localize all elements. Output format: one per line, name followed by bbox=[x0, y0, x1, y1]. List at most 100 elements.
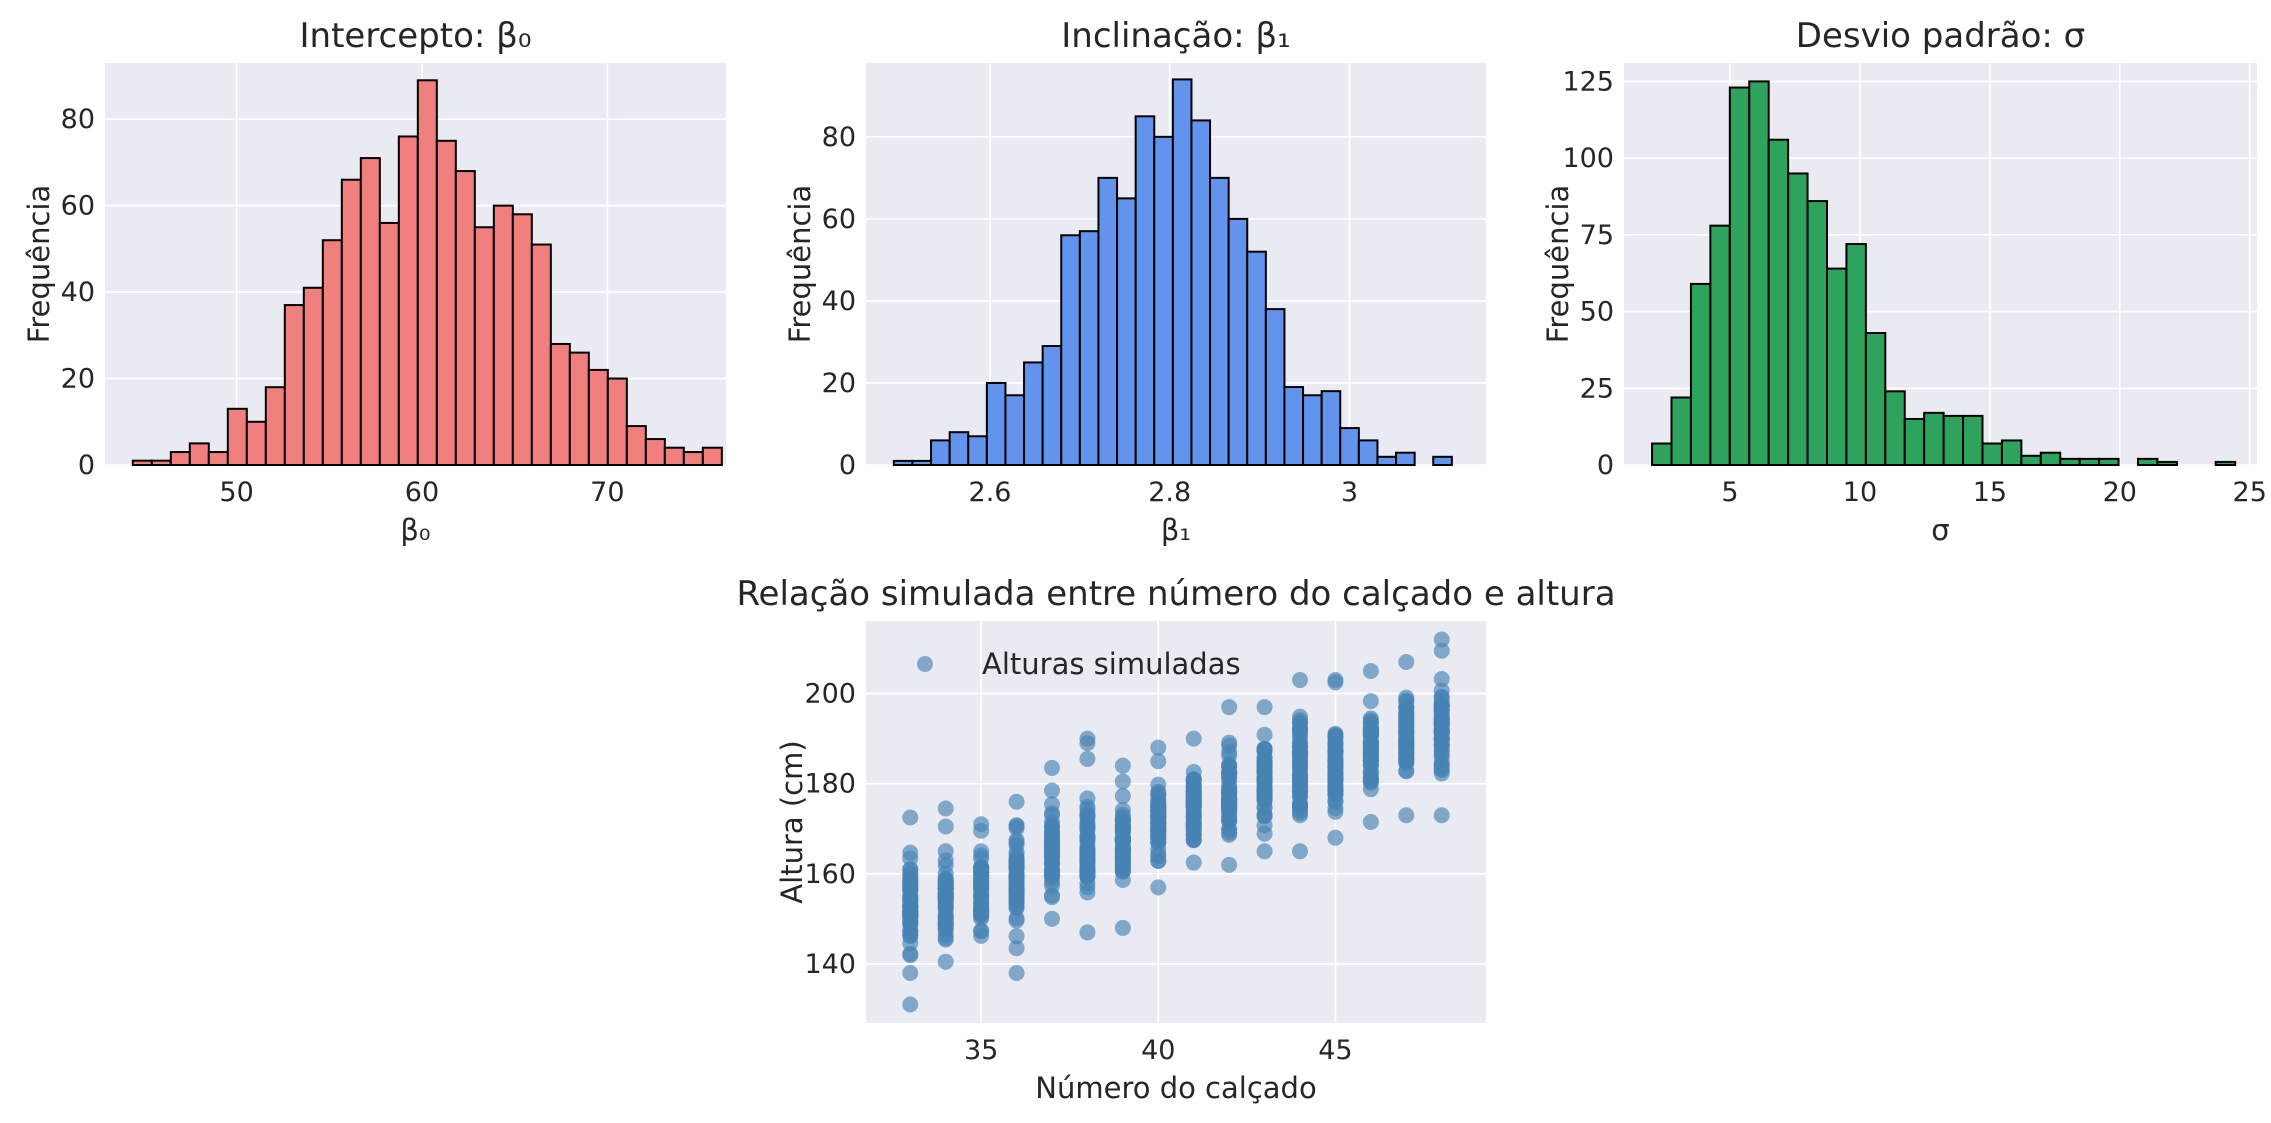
histogram-bar bbox=[1825, 267, 1848, 466]
x-tick-label: 20 bbox=[2103, 477, 2137, 508]
histogram-bar bbox=[1748, 80, 1770, 467]
scatter-point bbox=[1114, 773, 1131, 790]
scatter-point bbox=[1398, 748, 1415, 765]
scatter-point bbox=[973, 872, 990, 889]
plot-background bbox=[866, 621, 1486, 1023]
scatter-point bbox=[1256, 771, 1273, 788]
scatter-point bbox=[1398, 763, 1415, 780]
histogram-bar bbox=[985, 381, 1007, 467]
x-tick-label: 2.8 bbox=[1148, 477, 1191, 508]
scatter-point bbox=[902, 881, 919, 898]
histogram-bar bbox=[2000, 439, 2023, 466]
scatter-point bbox=[1150, 840, 1167, 857]
histogram-bar bbox=[435, 139, 457, 466]
x-tick-label: 45 bbox=[1318, 1035, 1352, 1066]
scatter-point bbox=[1044, 796, 1060, 813]
chart-title: Inclinação: β₁ bbox=[1061, 16, 1290, 56]
scatter-point bbox=[1008, 891, 1025, 908]
scatter-point bbox=[1008, 869, 1025, 886]
histogram-bar bbox=[1283, 386, 1305, 466]
y-axis-label: Frequência bbox=[1541, 185, 1575, 343]
chart-3: 5 10 15 20 25 0 25 50 75 100 125 Desvio padrão: σ σ F… bbox=[1541, 16, 2267, 547]
scatter-point bbox=[1362, 663, 1379, 680]
histogram-bar bbox=[1981, 442, 2003, 466]
y-tick-label: 60 bbox=[822, 204, 856, 235]
histogram-bar bbox=[1962, 414, 1984, 466]
x-tick-label: 3 bbox=[1341, 477, 1358, 508]
histogram-bar bbox=[1264, 308, 1286, 466]
scatter-point bbox=[937, 926, 954, 943]
x-axis-label: σ bbox=[1931, 513, 1949, 547]
scatter-point bbox=[1292, 744, 1308, 761]
scatter-point bbox=[1079, 730, 1096, 747]
x-tick-label: 10 bbox=[1843, 477, 1877, 508]
histogram-bar bbox=[397, 135, 419, 467]
scatter-point bbox=[902, 908, 919, 925]
x-tick-label: 60 bbox=[405, 477, 439, 508]
y-tick-label: 140 bbox=[804, 949, 856, 980]
histogram-bar bbox=[226, 407, 248, 467]
x-tick-label: 70 bbox=[590, 477, 624, 508]
histogram-bar bbox=[1320, 390, 1342, 466]
histogram-bar bbox=[663, 446, 685, 467]
scatter-point bbox=[1433, 702, 1450, 719]
scatter-point bbox=[902, 964, 919, 981]
histogram-bar bbox=[1339, 427, 1360, 466]
histogram-bar bbox=[1190, 119, 1212, 467]
histogram-bar bbox=[2098, 457, 2120, 467]
histogram-bar bbox=[245, 420, 267, 467]
histogram-bar bbox=[511, 213, 533, 466]
y-tick-label: 20 bbox=[822, 368, 856, 399]
scatter-point bbox=[1221, 813, 1238, 830]
scatter-point bbox=[1221, 782, 1238, 799]
histogram-bar bbox=[1864, 332, 1887, 466]
y-tick-label: 40 bbox=[61, 277, 95, 308]
scatter-point bbox=[902, 809, 919, 826]
scatter-point bbox=[1185, 780, 1202, 797]
x-tick-label: 5 bbox=[1721, 477, 1738, 508]
histogram-bar bbox=[1302, 394, 1323, 467]
histogram-bar bbox=[2214, 460, 2237, 467]
scatter-point bbox=[1256, 843, 1273, 860]
x-axis-label: Número do calçado bbox=[1035, 1071, 1316, 1105]
scatter-point bbox=[937, 800, 954, 817]
histogram-bar bbox=[1670, 396, 1692, 467]
histogram-bar bbox=[188, 442, 210, 466]
scatter-point bbox=[1221, 699, 1238, 716]
scatter-point bbox=[1398, 654, 1415, 671]
scatter-point bbox=[1008, 928, 1025, 945]
scatter-point bbox=[1433, 631, 1450, 648]
legend: Alturas simuladas bbox=[917, 647, 1241, 681]
chart-2: 2.6 2.8 3 0 20 40 60 80 Inclinação: β₁ β₁ Frequênc… bbox=[783, 16, 1486, 547]
scatter-point bbox=[1114, 757, 1131, 774]
scatter-point bbox=[1150, 807, 1167, 824]
y-tick-label: 80 bbox=[822, 122, 856, 153]
x-tick-label: 40 bbox=[1141, 1035, 1175, 1066]
scatter-point bbox=[1079, 861, 1096, 878]
histogram-bar bbox=[549, 342, 571, 466]
histogram-bar bbox=[1209, 176, 1230, 466]
scatter-point bbox=[1008, 832, 1025, 849]
y-tick-label: 100 bbox=[1562, 143, 1614, 174]
histogram-bar bbox=[892, 459, 914, 466]
scatter-point bbox=[1008, 912, 1025, 929]
scatter-point bbox=[1433, 731, 1450, 748]
histogram-bar bbox=[1078, 230, 1100, 466]
scatter-point bbox=[1256, 699, 1273, 716]
chart-title: Intercepto: β₀ bbox=[300, 16, 532, 56]
scatter-point bbox=[1327, 727, 1344, 744]
y-tick-label: 80 bbox=[61, 104, 95, 135]
scatter-point bbox=[1150, 822, 1167, 839]
chart-1: 50 60 70 0 20 40 60 80 Intercepto: β₀ β₀ Frequênci… bbox=[22, 16, 726, 547]
histogram-bar bbox=[1097, 176, 1119, 466]
scatter-point bbox=[973, 922, 990, 939]
scatter-point bbox=[1079, 839, 1096, 856]
histogram-bar bbox=[492, 204, 514, 466]
scatter-point bbox=[1327, 770, 1344, 787]
scatter-point bbox=[902, 927, 919, 944]
histogram-bar bbox=[264, 386, 286, 466]
scatter-point bbox=[1398, 692, 1415, 709]
y-tick-label: 60 bbox=[61, 191, 95, 222]
scatter-point bbox=[1079, 750, 1096, 767]
